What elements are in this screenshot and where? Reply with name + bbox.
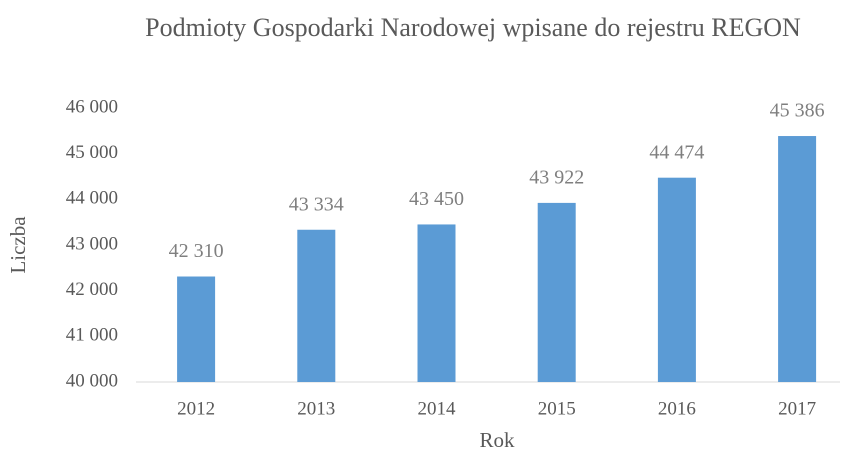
bar <box>657 177 696 382</box>
y-axis-label: Liczba <box>6 216 30 274</box>
y-tick-label: 46 000 <box>66 96 118 117</box>
bar <box>297 229 336 382</box>
chart-title: Podmioty Gospodarki Narodowej wpisane do… <box>145 13 801 42</box>
data-label: 43 922 <box>529 166 584 188</box>
data-label: 45 386 <box>770 100 825 122</box>
x-axis-label: Rok <box>479 428 515 452</box>
y-tick-label: 41 000 <box>66 325 118 346</box>
bar <box>778 136 817 382</box>
x-tick-label: 2017 <box>778 398 816 419</box>
bar <box>537 202 576 382</box>
bar <box>177 276 216 382</box>
y-tick-label: 45 000 <box>66 142 118 163</box>
y-tick-label: 42 000 <box>66 279 118 300</box>
x-tick-label: 2015 <box>538 398 576 419</box>
y-tick-label: 44 000 <box>66 188 118 209</box>
x-tick-label: 2014 <box>418 398 457 419</box>
x-tick-label: 2016 <box>658 398 696 419</box>
y-tick-label: 43 000 <box>66 233 118 254</box>
bar <box>417 224 456 382</box>
data-label: 43 450 <box>409 188 464 210</box>
data-label: 44 474 <box>649 141 704 163</box>
data-label: 43 334 <box>289 193 344 215</box>
x-tick-label: 2012 <box>177 398 215 419</box>
data-label: 42 310 <box>169 240 224 262</box>
y-tick-label: 40 000 <box>66 370 118 391</box>
x-tick-label: 2013 <box>297 398 335 419</box>
